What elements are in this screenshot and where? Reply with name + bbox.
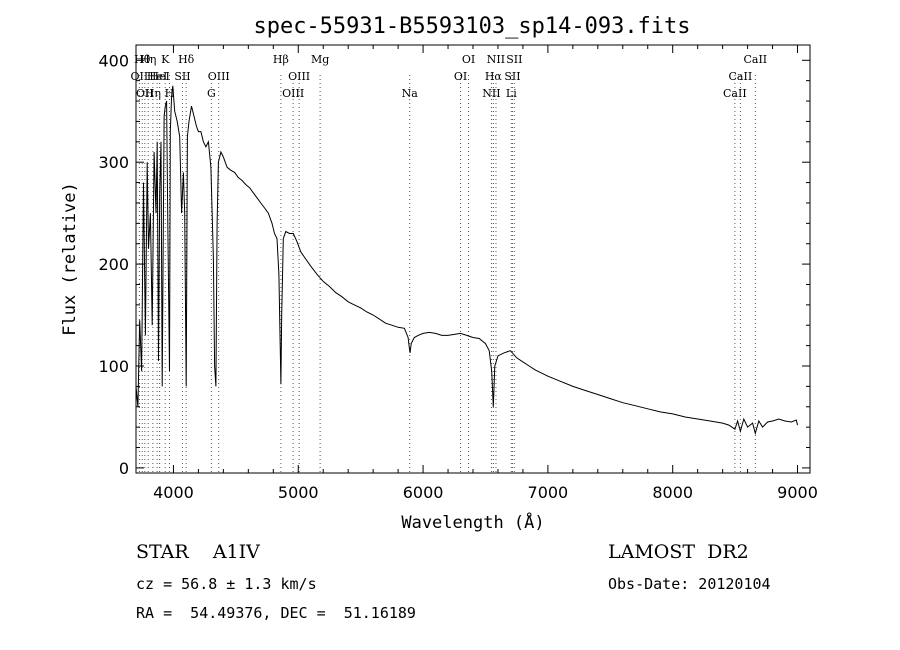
marker-label-19: OI bbox=[462, 53, 475, 66]
marker-label-23: Li bbox=[506, 87, 517, 100]
observation-date: Obs-Date: 20120104 bbox=[608, 575, 771, 593]
x-tick-label-2: 6000 bbox=[403, 483, 444, 502]
y-tick-label-1: 100 bbox=[98, 357, 129, 376]
sky-coordinates: RA = 54.49376, DEC = 51.16189 bbox=[136, 604, 416, 622]
marker-label-11: G bbox=[207, 87, 216, 100]
marker-label-6: HeI bbox=[149, 70, 169, 83]
marker-label-28: CaII bbox=[743, 53, 767, 66]
marker-label-3: Hη bbox=[140, 53, 156, 66]
marker-label-13: Hβ bbox=[273, 53, 289, 66]
plot-frame bbox=[135, 44, 811, 474]
marker-label-18: OI bbox=[454, 70, 467, 83]
marker-label-16: Mg bbox=[311, 53, 329, 66]
y-axis-label: Flux (relative) bbox=[60, 182, 80, 336]
y-tick-label-2: 200 bbox=[98, 255, 129, 274]
axis-layer: 4000 5000 6000 7000 8000 9000 0 100 200 300 400 bbox=[98, 45, 818, 502]
redshift-velocity: cz = 56.8 ± 1.3 km/s bbox=[136, 575, 317, 593]
marker-label-7: K bbox=[161, 53, 170, 66]
y-tick-label-4: 400 bbox=[98, 51, 129, 70]
marker-label-12: OIII bbox=[208, 70, 230, 83]
survey-name: LAMOST DR2 bbox=[608, 541, 749, 563]
marker-label-5: HeI bbox=[147, 70, 167, 83]
object-type: STAR A1IV bbox=[136, 541, 260, 563]
marker-label-21: Hα bbox=[485, 70, 503, 83]
marker-label-1: Hθ bbox=[134, 53, 151, 66]
x-tick-label-0: 4000 bbox=[153, 483, 194, 502]
x-tick-label-3: 7000 bbox=[528, 483, 569, 502]
marker-label-4: Hη bbox=[145, 87, 161, 100]
marker-label-14: OIII bbox=[282, 87, 304, 100]
spectrum-line bbox=[135, 85, 798, 436]
marker-label-10: Hδ bbox=[178, 53, 195, 66]
line-marker-layer: OIIHθOIIHηHηHeIHeIKHSIIHδGOIIIHβOIIIOIII… bbox=[131, 53, 767, 473]
marker-label-24: SII bbox=[504, 70, 520, 83]
marker-label-9: SII bbox=[174, 70, 190, 83]
marker-label-25: SII bbox=[506, 53, 522, 66]
marker-label-8: H bbox=[165, 87, 175, 100]
marker-label-2: OII bbox=[136, 87, 154, 100]
marker-label-20: NII bbox=[482, 87, 500, 100]
y-tick-label-0: 0 bbox=[119, 459, 129, 478]
x-tick-label-1: 5000 bbox=[278, 483, 319, 502]
x-tick-label-5: 9000 bbox=[777, 483, 818, 502]
marker-label-15: OIII bbox=[288, 70, 310, 83]
marker-label-0: OII bbox=[131, 70, 149, 83]
marker-label-26: CaII bbox=[723, 87, 747, 100]
x-axis-label: Wavelength (Å) bbox=[401, 511, 544, 533]
marker-label-22: NII bbox=[487, 53, 505, 66]
chart-title: spec-55931-B5593103_sp14-093.fits bbox=[253, 14, 690, 39]
y-tick-label-3: 300 bbox=[98, 153, 129, 172]
marker-label-27: CaII bbox=[729, 70, 753, 83]
marker-label-17: Na bbox=[402, 87, 419, 100]
x-tick-label-4: 8000 bbox=[652, 483, 693, 502]
